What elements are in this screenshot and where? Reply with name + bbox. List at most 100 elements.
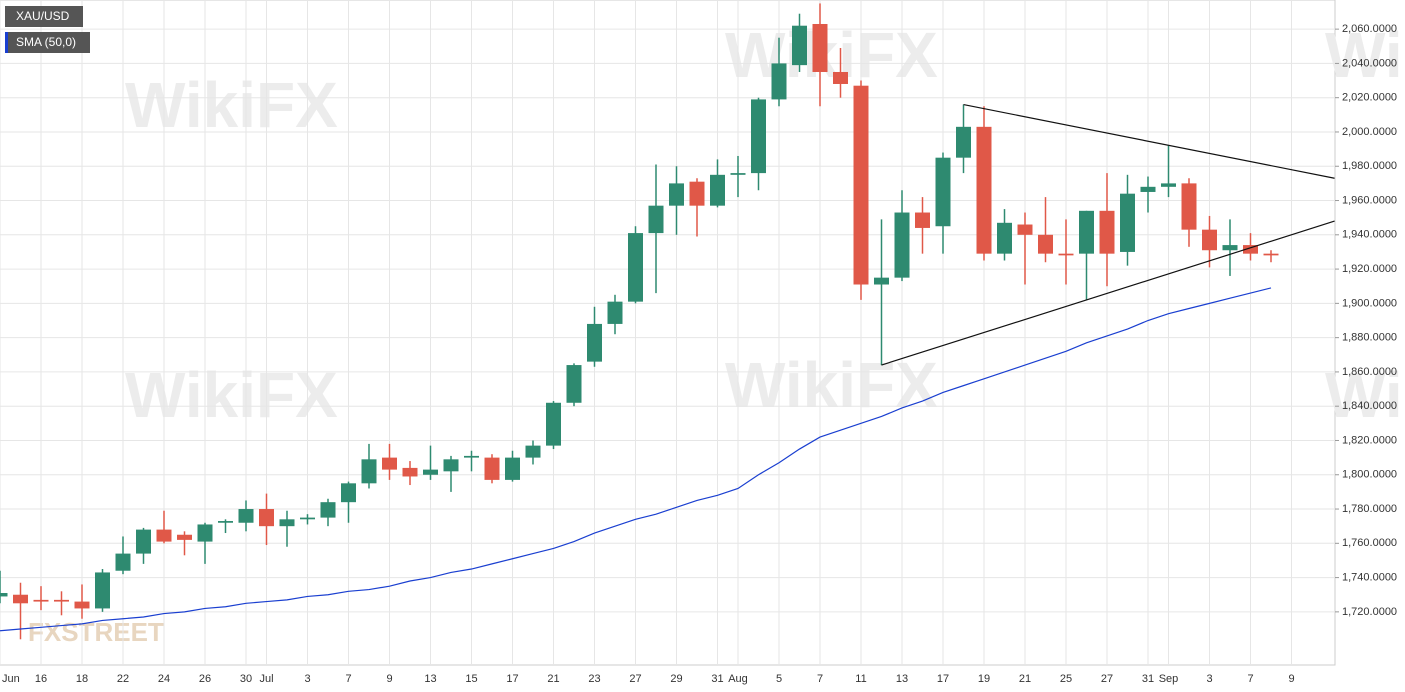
candle-body bbox=[382, 457, 397, 470]
candle-body bbox=[1263, 253, 1279, 256]
candle-body bbox=[54, 599, 69, 602]
candle-body bbox=[279, 519, 295, 527]
candle-body bbox=[13, 594, 28, 604]
candle-body bbox=[1099, 210, 1115, 254]
y-tick-label: 1,960.0000 bbox=[1342, 194, 1397, 206]
candle-body bbox=[689, 181, 705, 206]
y-tick-label: 1,800.0000 bbox=[1342, 469, 1397, 481]
candle-body bbox=[115, 553, 131, 571]
watermark: WikiFX bbox=[1325, 19, 1405, 91]
candle-body bbox=[1202, 229, 1217, 251]
x-tick-label: 21 bbox=[1019, 673, 1031, 685]
candle-body bbox=[1079, 210, 1094, 254]
candle-body bbox=[1161, 183, 1176, 187]
x-tick-label: 21 bbox=[547, 673, 559, 685]
y-tick-label: 2,020.0000 bbox=[1342, 92, 1397, 104]
legend-label: XAU/USD bbox=[16, 9, 70, 23]
candle-body bbox=[935, 157, 951, 227]
x-tick-label: 17 bbox=[506, 673, 518, 685]
x-tick-label: 27 bbox=[1101, 673, 1113, 685]
legend-label: SMA (50,0) bbox=[16, 35, 76, 49]
candle-body bbox=[423, 469, 438, 475]
candle-body bbox=[402, 467, 418, 477]
x-tick-label: Jul bbox=[259, 673, 273, 685]
candle-body bbox=[894, 212, 910, 278]
x-tick-label: 11 bbox=[855, 673, 866, 685]
y-tick-label: 1,740.0000 bbox=[1342, 571, 1397, 583]
candle-body bbox=[464, 455, 479, 458]
x-tick-label: 9 bbox=[1288, 673, 1294, 685]
candle-body bbox=[1243, 245, 1258, 254]
candle-body bbox=[648, 205, 664, 234]
candle-body bbox=[1017, 224, 1033, 235]
y-tick-label: 1,820.0000 bbox=[1342, 434, 1397, 446]
candle-body bbox=[1222, 245, 1238, 251]
candle-body bbox=[259, 509, 274, 527]
y-tick-label: 1,760.0000 bbox=[1342, 537, 1397, 549]
candle-body bbox=[1120, 193, 1135, 252]
x-tick-label: 9 bbox=[386, 673, 392, 685]
candle-body bbox=[525, 445, 541, 458]
x-tick-label: 30 bbox=[240, 673, 252, 685]
candle-body bbox=[300, 517, 315, 520]
watermark: WikiFX bbox=[125, 69, 338, 141]
candle-body bbox=[136, 529, 151, 554]
x-tick-label: 23 bbox=[588, 673, 600, 685]
candle-body bbox=[1181, 183, 1197, 230]
candle-body bbox=[0, 593, 8, 597]
watermark: WikiFX bbox=[1325, 359, 1405, 431]
y-tick-label: 2,000.0000 bbox=[1342, 126, 1397, 138]
plot-area bbox=[0, 0, 1336, 666]
x-tick-label: 17 bbox=[937, 673, 949, 685]
x-tick-label: 5 bbox=[776, 673, 782, 685]
y-tick-label: 1,720.0000 bbox=[1342, 606, 1397, 618]
candle-body bbox=[976, 126, 992, 254]
x-tick-label: 7 bbox=[345, 673, 351, 685]
candle-body bbox=[853, 85, 869, 285]
legend-box bbox=[5, 6, 83, 27]
x-tick-label: 29 bbox=[670, 673, 682, 685]
candle-body bbox=[915, 212, 930, 228]
candle-body bbox=[628, 233, 643, 302]
x-tick-label: 18 bbox=[76, 673, 88, 685]
legend-swatch bbox=[5, 32, 8, 53]
x-tick-label: 19 bbox=[978, 673, 990, 685]
y-tick-label: 2,040.0000 bbox=[1342, 57, 1397, 69]
candle-body bbox=[341, 483, 356, 503]
candle-body bbox=[1058, 253, 1074, 256]
candle-body bbox=[812, 23, 828, 72]
candle-body bbox=[546, 402, 561, 446]
y-tick-label: 1,920.0000 bbox=[1342, 263, 1397, 275]
x-tick-label: 7 bbox=[817, 673, 823, 685]
candle-body bbox=[505, 457, 520, 480]
x-tick-label: Aug bbox=[728, 673, 748, 685]
candle-body bbox=[443, 459, 459, 472]
candle-body bbox=[997, 222, 1012, 254]
candle-body bbox=[874, 277, 889, 285]
trendline bbox=[881, 220, 1335, 366]
candle-body bbox=[566, 365, 582, 403]
x-tick-label: 31 bbox=[711, 673, 723, 685]
candle-body bbox=[730, 173, 746, 175]
candle-body bbox=[361, 459, 377, 484]
x-tick-label: 3 bbox=[1206, 673, 1212, 685]
y-tick-label: 1,980.0000 bbox=[1342, 160, 1397, 172]
x-tick-label: 24 bbox=[158, 673, 170, 685]
y-tick-label: 2,060.0000 bbox=[1342, 23, 1397, 35]
candle-body bbox=[792, 25, 807, 66]
sma-line bbox=[0, 287, 1272, 632]
x-tick-label: 13 bbox=[424, 673, 436, 685]
candle-body bbox=[1140, 186, 1156, 192]
legend-box bbox=[5, 32, 90, 53]
x-tick-label: Jun bbox=[2, 673, 20, 685]
candle-body bbox=[833, 71, 848, 84]
candle-body bbox=[484, 457, 500, 480]
candle-body bbox=[751, 99, 766, 174]
candle-body bbox=[74, 601, 90, 609]
x-tick-label: Sep bbox=[1159, 673, 1179, 685]
candle-body bbox=[771, 63, 787, 100]
y-tick-label: 1,840.0000 bbox=[1342, 400, 1397, 412]
candle-body bbox=[218, 521, 233, 523]
watermark: WikiFX bbox=[725, 19, 938, 91]
